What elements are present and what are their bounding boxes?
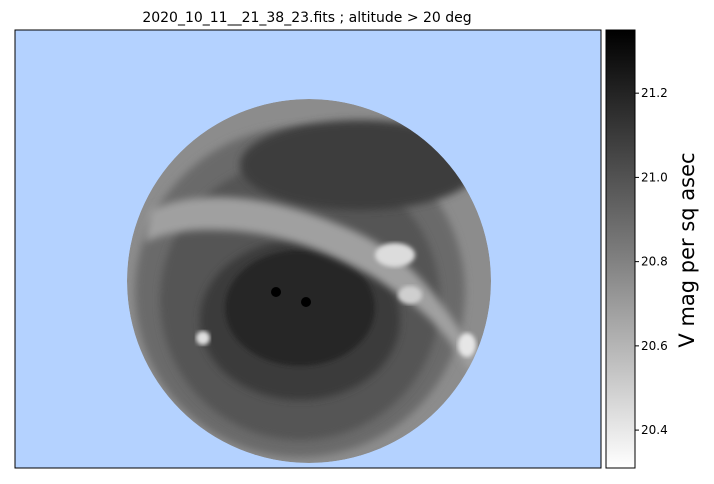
chart-title: 2020_10_11__21_38_23.fits ; altitude > 2… (142, 10, 471, 26)
sky-zenith-core (225, 250, 375, 366)
horizon-bright-spot (458, 333, 476, 357)
milky-way-bright-spot (375, 243, 415, 267)
sky-brightness-map (127, 99, 491, 463)
colorbar (605, 29, 636, 469)
dark-spot (301, 297, 311, 307)
colorbar-tick-label: 20.8 (641, 255, 668, 269)
colorbar-ticks: 20.4 20.6 20.8 21.0 21.2 (635, 86, 668, 437)
colorbar-label: V mag per sq asec (675, 152, 699, 347)
bright-spot (196, 331, 210, 345)
sky-upper-dark-band (240, 120, 480, 210)
colorbar-tick-label: 20.6 (641, 339, 668, 353)
dark-spot (271, 287, 281, 297)
milky-way-band (145, 197, 478, 372)
colorbar-tick-label: 21.2 (641, 86, 668, 100)
colorbar-tick-label: 21.0 (641, 170, 668, 184)
milky-way-bright-spot (398, 286, 422, 304)
colorbar-tick-label: 20.4 (641, 423, 668, 437)
